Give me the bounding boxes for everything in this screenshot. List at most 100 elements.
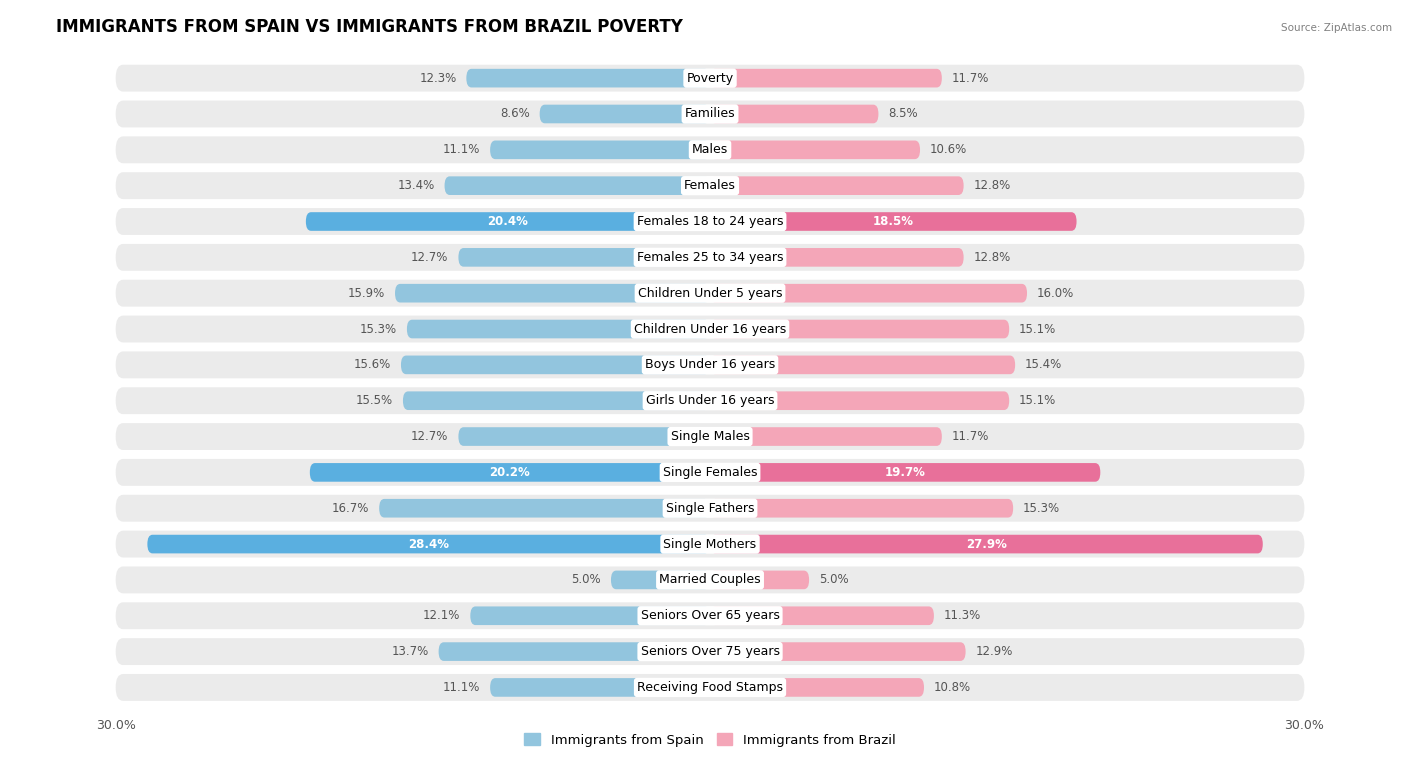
FancyBboxPatch shape — [309, 463, 710, 482]
FancyBboxPatch shape — [710, 463, 1101, 482]
FancyBboxPatch shape — [115, 352, 1305, 378]
FancyBboxPatch shape — [115, 566, 1305, 594]
Text: Single Mothers: Single Mothers — [664, 537, 756, 550]
FancyBboxPatch shape — [115, 459, 1305, 486]
Text: Children Under 16 years: Children Under 16 years — [634, 323, 786, 336]
FancyBboxPatch shape — [710, 320, 1010, 338]
Text: 5.0%: 5.0% — [818, 573, 849, 587]
FancyBboxPatch shape — [710, 391, 1010, 410]
FancyBboxPatch shape — [115, 101, 1305, 127]
FancyBboxPatch shape — [540, 105, 710, 124]
FancyBboxPatch shape — [458, 248, 710, 267]
Text: 15.3%: 15.3% — [1024, 502, 1060, 515]
Text: Boys Under 16 years: Boys Under 16 years — [645, 359, 775, 371]
Text: Poverty: Poverty — [686, 72, 734, 85]
Text: Males: Males — [692, 143, 728, 156]
FancyBboxPatch shape — [439, 642, 710, 661]
FancyBboxPatch shape — [380, 499, 710, 518]
Text: Single Fathers: Single Fathers — [666, 502, 754, 515]
FancyBboxPatch shape — [115, 387, 1305, 414]
Text: 16.7%: 16.7% — [332, 502, 370, 515]
Text: Married Couples: Married Couples — [659, 573, 761, 587]
FancyBboxPatch shape — [710, 642, 966, 661]
Text: 15.6%: 15.6% — [354, 359, 391, 371]
Text: 15.5%: 15.5% — [356, 394, 394, 407]
Text: IMMIGRANTS FROM SPAIN VS IMMIGRANTS FROM BRAZIL POVERTY: IMMIGRANTS FROM SPAIN VS IMMIGRANTS FROM… — [56, 18, 683, 36]
FancyBboxPatch shape — [612, 571, 710, 589]
FancyBboxPatch shape — [710, 571, 808, 589]
FancyBboxPatch shape — [115, 674, 1305, 701]
FancyBboxPatch shape — [307, 212, 710, 231]
Text: 11.7%: 11.7% — [952, 430, 988, 443]
Text: 13.4%: 13.4% — [398, 179, 434, 193]
Text: 15.4%: 15.4% — [1025, 359, 1063, 371]
FancyBboxPatch shape — [395, 283, 710, 302]
Text: 13.7%: 13.7% — [391, 645, 429, 658]
FancyBboxPatch shape — [406, 320, 710, 338]
FancyBboxPatch shape — [710, 606, 934, 625]
Text: 20.2%: 20.2% — [489, 466, 530, 479]
FancyBboxPatch shape — [148, 534, 710, 553]
Text: 10.8%: 10.8% — [934, 681, 972, 694]
FancyBboxPatch shape — [710, 283, 1026, 302]
Text: Single Females: Single Females — [662, 466, 758, 479]
Text: Girls Under 16 years: Girls Under 16 years — [645, 394, 775, 407]
Text: Families: Families — [685, 108, 735, 121]
Text: 27.9%: 27.9% — [966, 537, 1007, 550]
Text: 15.9%: 15.9% — [347, 287, 385, 299]
FancyBboxPatch shape — [115, 315, 1305, 343]
FancyBboxPatch shape — [710, 678, 924, 697]
FancyBboxPatch shape — [491, 678, 710, 697]
Text: 12.1%: 12.1% — [423, 609, 460, 622]
FancyBboxPatch shape — [115, 172, 1305, 199]
Legend: Immigrants from Spain, Immigrants from Brazil: Immigrants from Spain, Immigrants from B… — [519, 728, 901, 752]
FancyBboxPatch shape — [710, 356, 1015, 374]
FancyBboxPatch shape — [710, 69, 942, 87]
Text: 5.0%: 5.0% — [571, 573, 602, 587]
Text: 12.7%: 12.7% — [411, 251, 449, 264]
Text: 15.1%: 15.1% — [1019, 323, 1056, 336]
Text: Seniors Over 65 years: Seniors Over 65 years — [641, 609, 779, 622]
Text: 11.1%: 11.1% — [443, 681, 481, 694]
FancyBboxPatch shape — [115, 244, 1305, 271]
FancyBboxPatch shape — [444, 177, 710, 195]
FancyBboxPatch shape — [470, 606, 710, 625]
Text: 12.8%: 12.8% — [973, 251, 1011, 264]
FancyBboxPatch shape — [115, 64, 1305, 92]
Text: 11.7%: 11.7% — [952, 72, 988, 85]
Text: Females 25 to 34 years: Females 25 to 34 years — [637, 251, 783, 264]
Text: 15.1%: 15.1% — [1019, 394, 1056, 407]
Text: 28.4%: 28.4% — [408, 537, 449, 550]
Text: 12.9%: 12.9% — [976, 645, 1012, 658]
FancyBboxPatch shape — [710, 177, 963, 195]
FancyBboxPatch shape — [710, 534, 1263, 553]
FancyBboxPatch shape — [115, 495, 1305, 522]
FancyBboxPatch shape — [710, 428, 942, 446]
FancyBboxPatch shape — [710, 248, 963, 267]
FancyBboxPatch shape — [115, 423, 1305, 450]
Text: 12.8%: 12.8% — [973, 179, 1011, 193]
Text: 8.5%: 8.5% — [889, 108, 918, 121]
Text: Source: ZipAtlas.com: Source: ZipAtlas.com — [1281, 23, 1392, 33]
Text: 20.4%: 20.4% — [488, 215, 529, 228]
Text: 12.3%: 12.3% — [419, 72, 457, 85]
Text: Single Males: Single Males — [671, 430, 749, 443]
FancyBboxPatch shape — [115, 208, 1305, 235]
Text: 12.7%: 12.7% — [411, 430, 449, 443]
Text: 10.6%: 10.6% — [929, 143, 967, 156]
FancyBboxPatch shape — [115, 531, 1305, 558]
FancyBboxPatch shape — [115, 280, 1305, 307]
FancyBboxPatch shape — [710, 140, 920, 159]
Text: Seniors Over 75 years: Seniors Over 75 years — [641, 645, 779, 658]
FancyBboxPatch shape — [467, 69, 710, 87]
Text: 16.0%: 16.0% — [1038, 287, 1074, 299]
Text: 11.1%: 11.1% — [443, 143, 481, 156]
Text: 19.7%: 19.7% — [884, 466, 925, 479]
FancyBboxPatch shape — [404, 391, 710, 410]
Text: Females: Females — [685, 179, 735, 193]
FancyBboxPatch shape — [710, 212, 1077, 231]
FancyBboxPatch shape — [491, 140, 710, 159]
FancyBboxPatch shape — [401, 356, 710, 374]
FancyBboxPatch shape — [115, 638, 1305, 665]
Text: 11.3%: 11.3% — [943, 609, 981, 622]
